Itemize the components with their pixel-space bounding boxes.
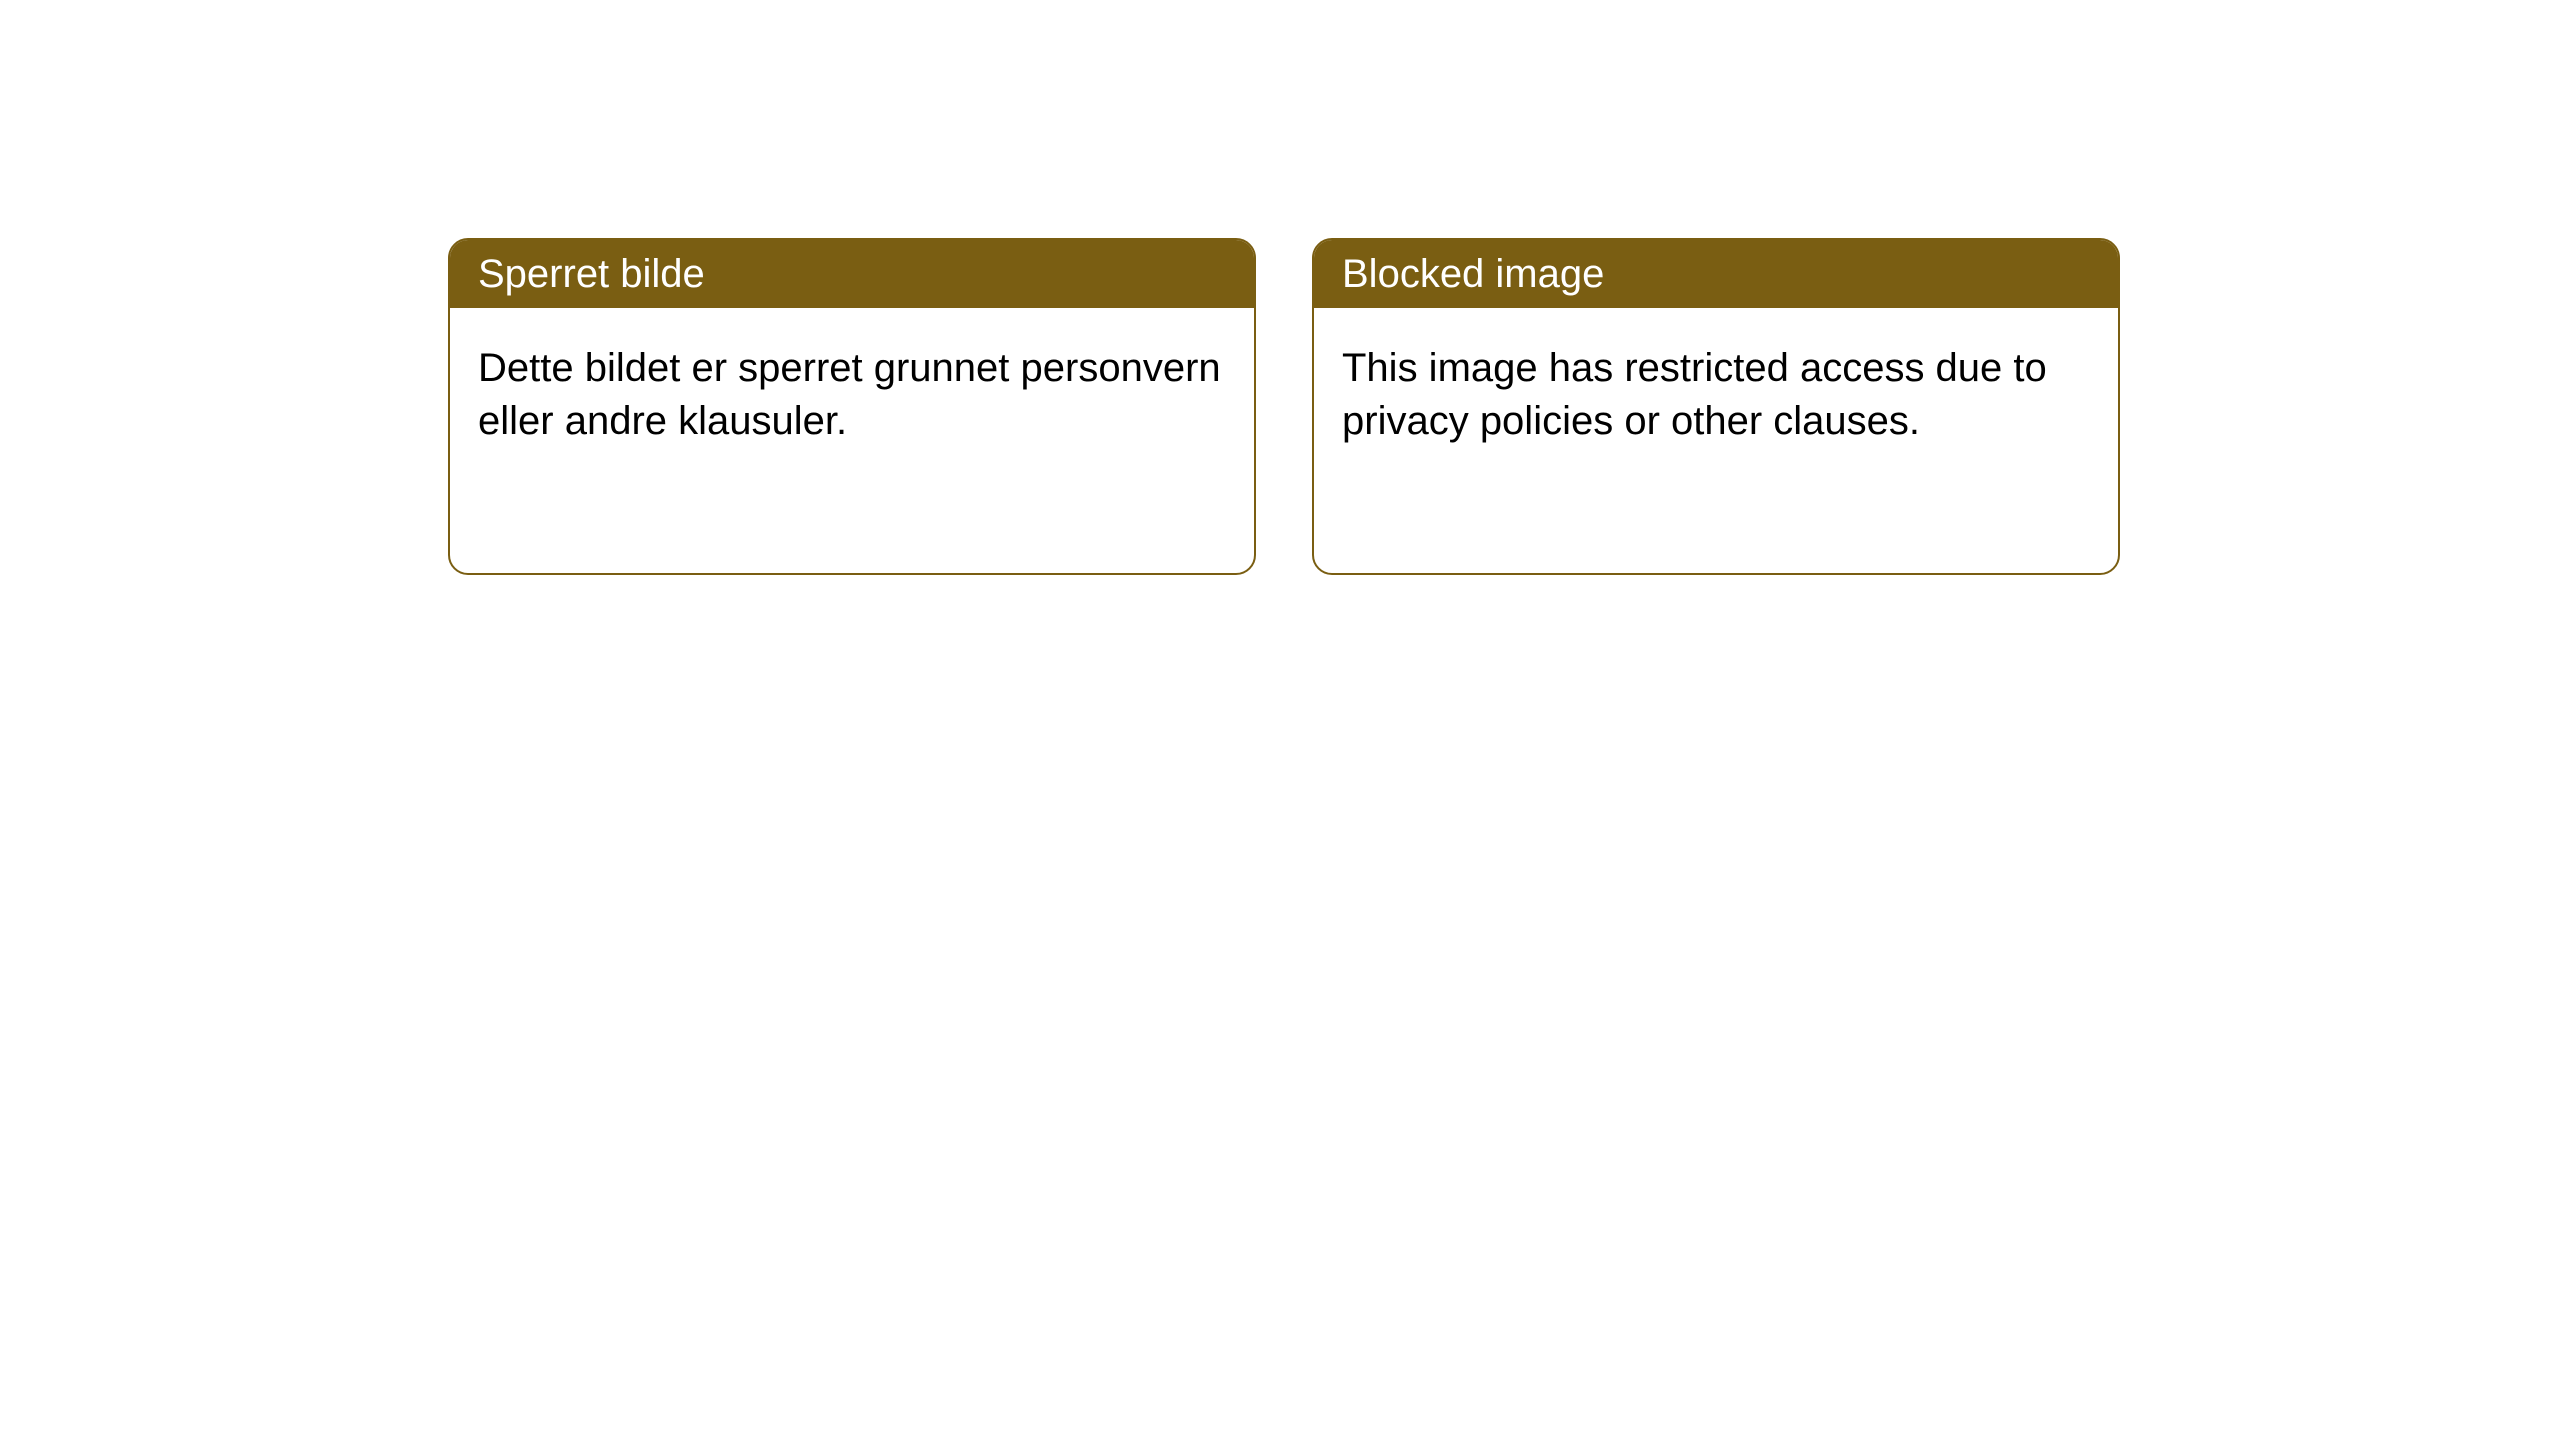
card-container: Sperret bilde Dette bildet er sperret gr…	[0, 0, 2560, 575]
blocked-image-card-no: Sperret bilde Dette bildet er sperret gr…	[448, 238, 1256, 575]
blocked-image-card-en: Blocked image This image has restricted …	[1312, 238, 2120, 575]
card-title: Blocked image	[1314, 240, 2118, 308]
card-body: Dette bildet er sperret grunnet personve…	[450, 308, 1254, 482]
card-body: This image has restricted access due to …	[1314, 308, 2118, 482]
card-title: Sperret bilde	[450, 240, 1254, 308]
